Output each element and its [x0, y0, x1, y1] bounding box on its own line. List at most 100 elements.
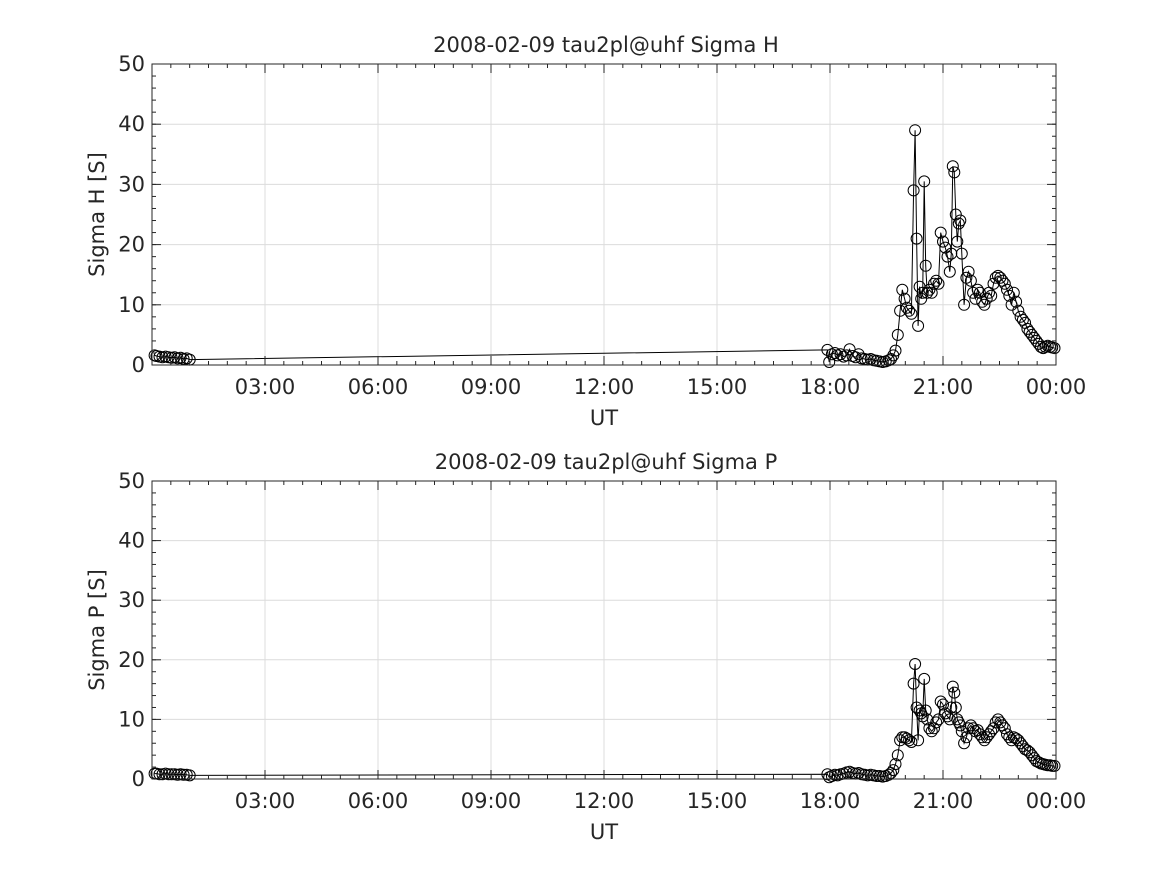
data-point	[962, 265, 975, 278]
data-point	[973, 728, 986, 741]
y-tick-label: 30	[118, 588, 145, 612]
data-point	[952, 217, 965, 230]
data-point	[903, 304, 916, 317]
y-tick-label: 10	[118, 707, 145, 731]
x-tick-label: 00:00	[1026, 789, 1087, 813]
data-point	[973, 286, 986, 299]
y-tick-label: 20	[118, 233, 145, 257]
y-tick-label: 50	[118, 469, 145, 493]
data-point	[909, 124, 922, 137]
x-tick-label: 21:00	[913, 375, 974, 399]
data-point	[907, 184, 920, 197]
data-point	[882, 768, 895, 781]
data-point	[978, 734, 991, 747]
data-point	[915, 292, 928, 305]
data-point	[946, 680, 959, 693]
data-point	[870, 770, 883, 782]
data-point	[905, 307, 918, 320]
data-point	[823, 356, 836, 368]
data-point	[1023, 325, 1036, 338]
data-point	[903, 734, 916, 747]
data-point	[889, 344, 902, 357]
x-tick-label: 06:00	[348, 375, 409, 399]
y-axis-label: Sigma P [S]	[85, 569, 109, 691]
data-point	[948, 166, 961, 179]
data-point	[958, 737, 971, 750]
data-point	[989, 271, 1002, 284]
data-point	[919, 259, 932, 272]
data-point	[896, 283, 909, 296]
data-point	[985, 289, 998, 302]
x-tick-label: 12:00	[574, 375, 635, 399]
data-point	[949, 701, 962, 714]
data-point	[921, 286, 934, 299]
data-point	[945, 701, 958, 714]
data-point	[960, 731, 973, 744]
data-point	[955, 725, 968, 738]
data-point	[949, 208, 962, 221]
data-point	[992, 269, 1004, 282]
chart-title: 2008-02-09 tau2pl@uhf Sigma H	[433, 33, 779, 57]
x-tick-label: 21:00	[913, 789, 974, 813]
y-tick-label: 50	[118, 52, 145, 76]
y-tick-label: 10	[118, 293, 145, 317]
data-point	[937, 698, 949, 711]
x-tick-label: 09:00	[461, 375, 522, 399]
x-axis-label: UT	[590, 406, 618, 430]
data-point	[900, 301, 913, 314]
data-point	[1014, 737, 1027, 750]
data-point	[1028, 331, 1041, 344]
x-tick-label: 18:00	[800, 789, 861, 813]
y-tick-label: 40	[118, 529, 145, 553]
data-point	[153, 768, 166, 781]
data-point	[1030, 334, 1043, 347]
y-tick-label: 40	[118, 112, 145, 136]
data-point	[852, 348, 865, 361]
data-point	[891, 749, 904, 762]
data-point	[1001, 283, 1013, 296]
sigma-p-panel: 03:00 06:00 09:00 12:00 15:00 18:00 21:00 00:00…	[85, 450, 1086, 844]
data-point	[909, 658, 922, 670]
data-point	[1010, 732, 1023, 745]
data-point	[992, 713, 1004, 726]
data-point	[1016, 740, 1029, 753]
data-point	[962, 722, 975, 735]
data-point	[998, 277, 1011, 290]
data-point	[954, 214, 967, 227]
data-point	[971, 283, 984, 296]
x-tick-label: 15:00	[687, 375, 748, 399]
x-tick-label: 00:00	[1026, 375, 1087, 399]
data-point	[948, 686, 961, 699]
data-point	[840, 349, 853, 362]
y-tick-label: 0	[132, 353, 145, 377]
data-point	[989, 716, 1002, 729]
data-point	[923, 722, 936, 735]
data-point	[910, 232, 923, 245]
data-point	[1048, 759, 1061, 772]
data-point	[980, 731, 993, 744]
data-point	[183, 769, 196, 782]
data-point	[912, 319, 925, 332]
data-point	[918, 672, 931, 685]
x-tick-label: 18:00	[800, 375, 861, 399]
data-point	[918, 175, 931, 188]
chart-title: 2008-02-09 tau2pl@uhf Sigma P	[435, 450, 778, 474]
data-point	[1003, 731, 1016, 744]
data-point	[913, 704, 926, 717]
data-point	[821, 343, 834, 356]
data-point	[894, 304, 907, 317]
data-point	[928, 277, 940, 290]
y-tick-label: 30	[118, 172, 145, 196]
data-point	[1010, 295, 1023, 308]
data-point	[1014, 310, 1027, 323]
data-point	[955, 247, 968, 260]
sigma-h-panel: 03:00 06:00 09:00 12:00 15:00 18:00 21:00 00:00…	[85, 33, 1086, 430]
data-point	[882, 354, 895, 367]
data-point	[946, 160, 959, 173]
data-point	[934, 695, 947, 708]
data-point	[1032, 337, 1045, 350]
y-axis-label: Sigma H [S]	[85, 152, 109, 277]
data-point	[177, 768, 190, 781]
data-point	[912, 734, 925, 747]
